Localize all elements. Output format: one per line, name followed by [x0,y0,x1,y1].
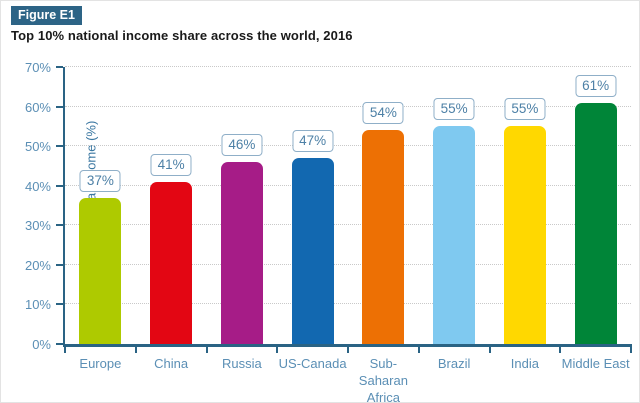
y-axis-tick-70 [56,66,63,68]
category-label-india: India [510,356,539,371]
value-label-middle-east: 61% [575,74,617,97]
y-tick-label-40: 40% [24,178,51,194]
x-axis-tick-3 [276,344,279,353]
value-label-europe: 37% [79,169,121,192]
value-label-sub-saharan-africa: 54% [362,102,404,125]
bar-sub-saharan-africa [362,130,405,344]
value-label-china: 41% [150,153,192,176]
y-axis-tick-10 [56,303,63,306]
y-axis-tick-40 [56,184,63,187]
x-axis-tick-8 [630,344,632,353]
gridline-60 [65,105,631,107]
category-label-us-canada: US-Canada [278,356,347,371]
gridline-50 [65,145,631,147]
y-tick-label-30: 30% [24,218,51,234]
value-label-russia: 46% [221,133,263,156]
y-tick-label-0: 0% [32,337,51,352]
gridline-20 [65,263,631,265]
bar-india [503,126,546,344]
bar-slot-russia: 46% Russia [207,67,278,371]
category-label-sub-saharan-africa: Sub- Saharan Africa [358,356,408,403]
y-axis-tick-0 [56,343,63,345]
figure-label-badge: Figure E1 [11,6,82,25]
bar-slot-us-canada: 47% US-Canada [277,67,348,371]
bar-slot-india: 55% India [490,67,561,371]
y-tick-label-20: 20% [24,257,51,273]
bar-slot-europe: 37% Europe [65,67,136,371]
y-tick-label-70: 70% [24,60,51,75]
plot-area: 0% 10% 20% 30% 40% 50% 60% 70% 37% Europe 41% China… [25,60,632,402]
x-axis-tick-2 [205,344,208,353]
y-axis-tick-60 [56,105,63,108]
bar-europe [79,197,122,344]
x-axis-tick-1 [134,344,137,353]
y-tick-label-60: 60% [24,99,51,115]
value-label-india: 55% [504,98,546,121]
chart-title: Top 10% national income share across the… [11,28,353,43]
gridline-10 [65,303,631,305]
y-axis-tick-20 [56,263,63,266]
bar-us-canada [291,158,334,344]
y-tick-label-10: 10% [24,297,51,313]
bar-slot-middle-east: 61% Middle East [560,67,631,371]
category-label-middle-east: Middle East [561,356,630,371]
y-tick-label-50: 50% [24,139,51,155]
x-axis-tick-7 [559,344,562,353]
x-axis-tick-6 [488,344,491,353]
value-label-brazil: 55% [433,98,475,121]
category-label-russia: Russia [222,356,262,371]
x-axis-tick-5 [417,344,420,353]
bar-brazil [433,126,476,344]
bar-slot-sub-saharan-africa: 54% Sub- Saharan Africa [348,67,419,402]
gridline-70 [65,66,631,67]
y-axis-tick-50 [56,145,63,148]
category-label-europe: Europe [79,356,122,371]
bar-slot-brazil: 55% Brazil [419,67,490,371]
bar-china [150,181,193,344]
value-label-us-canada: 47% [292,130,334,153]
x-axis-tick-0 [64,344,66,353]
category-label-china: China [154,356,189,371]
gridline-40 [65,184,631,186]
gridline-30 [65,224,631,226]
x-axis-tick-4 [347,344,349,353]
category-label-brazil: Brazil [437,356,471,371]
bar-russia [220,161,263,344]
bar-slot-china: 41% China [136,67,207,371]
y-axis-tick-30 [56,224,63,227]
bar-middle-east [574,102,617,344]
